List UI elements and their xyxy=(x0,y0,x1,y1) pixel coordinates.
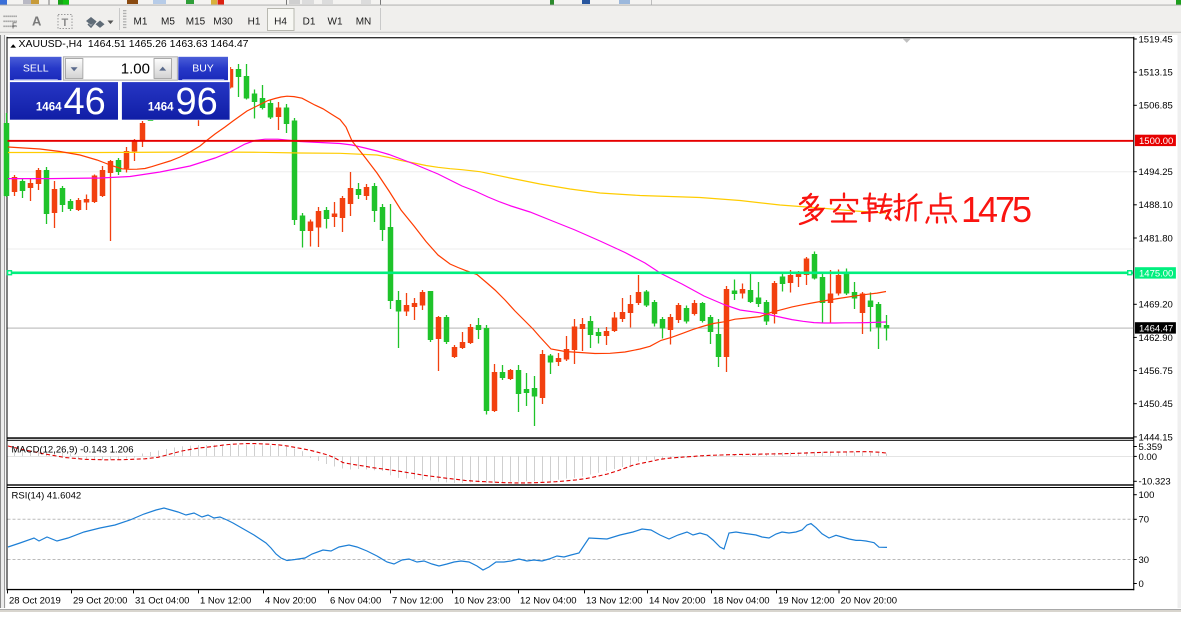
svg-text:1 Nov 12:00: 1 Nov 12:00 xyxy=(200,596,251,607)
svg-text:H4: H4 xyxy=(274,17,287,28)
svg-text:1450.45: 1450.45 xyxy=(1139,399,1173,410)
svg-text:1488.10: 1488.10 xyxy=(1139,200,1173,211)
svg-text:F: F xyxy=(12,22,17,31)
svg-text:1456.75: 1456.75 xyxy=(1139,366,1173,377)
svg-text:7 Nov 12:00: 7 Nov 12:00 xyxy=(392,596,443,607)
svg-text:BUY: BUY xyxy=(192,63,214,75)
svg-text:1475: 1475 xyxy=(961,189,1032,230)
svg-text:M1: M1 xyxy=(134,17,148,28)
svg-text:A: A xyxy=(32,14,42,29)
svg-text:W1: W1 xyxy=(328,17,343,28)
svg-text:1475.00: 1475.00 xyxy=(1139,268,1173,279)
svg-text:100: 100 xyxy=(1139,490,1155,501)
svg-text:28 Oct 2019: 28 Oct 2019 xyxy=(9,596,61,607)
svg-text:MACD(12,26,9) -0.143 1.206: MACD(12,26,9) -0.143 1.206 xyxy=(12,445,134,456)
svg-text:D1: D1 xyxy=(303,17,316,28)
svg-text:1519.45: 1519.45 xyxy=(1139,34,1173,45)
svg-text:T: T xyxy=(62,17,69,29)
svg-text:1513.15: 1513.15 xyxy=(1139,68,1173,79)
svg-text:46: 46 xyxy=(64,81,106,123)
svg-text:1464: 1464 xyxy=(148,102,174,114)
svg-text:29 Oct 20:00: 29 Oct 20:00 xyxy=(73,596,127,607)
svg-text:1.00: 1.00 xyxy=(121,60,150,77)
svg-text:1500.00: 1500.00 xyxy=(1139,136,1173,147)
svg-text:1464.47: 1464.47 xyxy=(1139,323,1173,334)
svg-text:13 Nov 12:00: 13 Nov 12:00 xyxy=(586,596,643,607)
svg-text:M5: M5 xyxy=(161,17,175,28)
svg-text:12 Nov 04:00: 12 Nov 04:00 xyxy=(520,596,577,607)
svg-text:96: 96 xyxy=(176,81,218,123)
svg-text:SELL: SELL xyxy=(23,63,49,75)
svg-text:10 Nov 23:00: 10 Nov 23:00 xyxy=(454,596,511,607)
svg-text:RSI(14) 41.6042: RSI(14) 41.6042 xyxy=(12,491,82,502)
svg-text:18 Nov 04:00: 18 Nov 04:00 xyxy=(713,596,770,607)
svg-text:20 Nov 20:00: 20 Nov 20:00 xyxy=(841,596,898,607)
svg-text:H1: H1 xyxy=(248,17,261,28)
svg-text:70: 70 xyxy=(1139,515,1150,526)
svg-text:6 Nov 04:00: 6 Nov 04:00 xyxy=(330,596,381,607)
svg-text:31 Oct 04:00: 31 Oct 04:00 xyxy=(135,596,189,607)
svg-text:30: 30 xyxy=(1139,555,1150,566)
svg-text:1506.85: 1506.85 xyxy=(1139,101,1173,112)
svg-text:1469.20: 1469.20 xyxy=(1139,300,1173,311)
svg-text:1462.90: 1462.90 xyxy=(1139,333,1173,344)
svg-text:-10.323: -10.323 xyxy=(1139,477,1171,488)
svg-text:M30: M30 xyxy=(213,17,233,28)
svg-text:19 Nov 12:00: 19 Nov 12:00 xyxy=(778,596,835,607)
svg-text:4 Nov 20:00: 4 Nov 20:00 xyxy=(265,596,316,607)
svg-text:1464: 1464 xyxy=(36,102,62,114)
svg-text:M15: M15 xyxy=(186,17,206,28)
svg-text:MN: MN xyxy=(356,17,372,28)
svg-text:1494.25: 1494.25 xyxy=(1139,167,1173,178)
svg-text:1481.80: 1481.80 xyxy=(1139,233,1173,244)
svg-text:0.00: 0.00 xyxy=(1139,452,1158,463)
svg-text:XAUUSD-,H4 1464.51 1465.26 14: XAUUSD-,H4 1464.51 1465.26 1463.63 1464.… xyxy=(19,38,249,50)
svg-text:0: 0 xyxy=(1139,579,1144,590)
svg-text:14 Nov 20:00: 14 Nov 20:00 xyxy=(649,596,706,607)
